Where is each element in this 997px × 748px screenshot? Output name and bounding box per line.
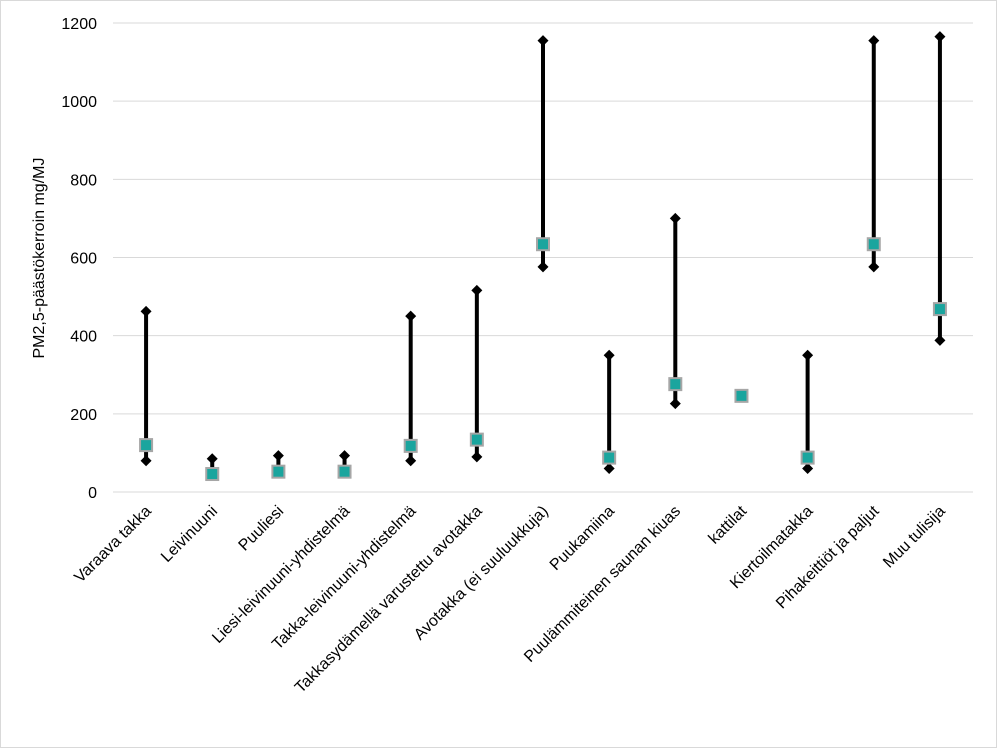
mean-marker: [932, 302, 947, 317]
max-marker: [868, 35, 880, 47]
mean-marker: [536, 237, 550, 252]
y-tick-label: 200: [70, 407, 97, 424]
max-marker: [339, 450, 351, 462]
x-tick-label: Puuliesi: [236, 503, 288, 555]
min-marker: [140, 455, 152, 467]
max-marker: [471, 284, 483, 296]
mean-marker: [205, 467, 220, 482]
max-marker: [537, 35, 549, 47]
mean-marker: [800, 450, 815, 465]
range-lines: [144, 36, 942, 475]
max-marker: [669, 212, 681, 224]
y-tick-label: 800: [70, 172, 97, 189]
mean-marker: [866, 237, 881, 252]
mean-marker: [734, 388, 749, 403]
max-marker: [272, 450, 284, 462]
x-tick-label: Takka-leivinuuni-yhdistelmä: [269, 503, 419, 653]
x-tick-label: Leivinuuni: [158, 503, 221, 566]
max-marker: [405, 310, 417, 322]
mean-marker: [337, 464, 352, 479]
y-axis-tick-labels: 0 200 400 600 800 1000 1200: [61, 16, 97, 502]
x-axis-tick-labels: Varaava takka Leivinuuni PuuliesiLiesi-lei…: [71, 502, 948, 696]
y-tick-label: 0: [88, 485, 97, 502]
min-marker: [603, 463, 615, 475]
y-tick-label: 1200: [61, 16, 97, 33]
max-marker: [802, 349, 814, 361]
max-marker: [934, 31, 946, 43]
y-tick-label: 1000: [61, 94, 97, 111]
min-marker: [471, 451, 483, 463]
max-marker: [603, 349, 615, 361]
mean-marker: [602, 450, 617, 465]
x-tick-label: kattilat: [706, 502, 751, 547]
max-marker: [140, 305, 152, 317]
mean-marker: [668, 377, 683, 392]
x-tick-label: Varaava takka: [71, 503, 155, 587]
min-marker: [669, 398, 681, 410]
x-tick-label: Liesi-leivinuuni-yhdistelmä: [209, 503, 353, 647]
x-tick-label: Muu tulisija: [880, 503, 949, 572]
max-marker: [206, 453, 218, 465]
mean-marker: [271, 464, 286, 479]
markers: [139, 31, 947, 482]
x-tick-label: Avotakka (ei suuluukkuja): [411, 503, 552, 644]
min-marker: [802, 463, 814, 475]
y-tick-label: 600: [70, 251, 97, 268]
mean-marker: [469, 432, 484, 447]
min-marker: [405, 455, 417, 467]
y-tick-label: 400: [70, 329, 97, 346]
y-axis-label: PM2,5-päästökerroin mg/MJ: [31, 158, 48, 359]
mean-marker: [139, 438, 154, 453]
min-marker: [868, 261, 880, 273]
x-tick-label: Puukamiina: [547, 503, 618, 574]
mean-marker: [403, 438, 418, 453]
min-marker: [537, 261, 549, 273]
min-marker: [934, 334, 946, 346]
